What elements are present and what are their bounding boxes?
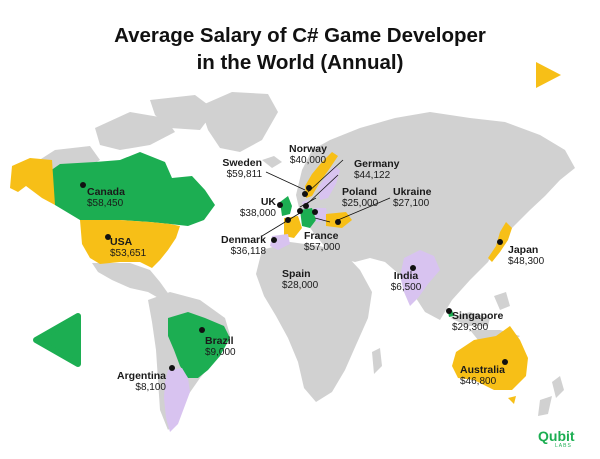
shape-alaska <box>10 158 55 205</box>
label-uk: UK $38,000 <box>239 196 276 219</box>
title-line-1: Average Salary of C# Game Developer <box>114 24 486 47</box>
label-denmark: Denmark $36,118 <box>221 234 266 257</box>
label-australia: Australia $46,800 <box>460 364 505 387</box>
label-germany: Germany $44,122 <box>354 158 400 181</box>
label-india: India $6,500 <box>390 270 422 293</box>
pin-ukraine <box>335 219 341 225</box>
label-norway: Norway $40,000 <box>289 143 327 166</box>
pin-spain <box>271 237 277 243</box>
pin-brazil <box>199 327 205 333</box>
shape-india <box>400 250 440 306</box>
label-ukraine: Ukraine $27,100 <box>393 186 432 209</box>
label-usa: USA $53,651 <box>110 236 147 259</box>
pin-argentina <box>169 365 175 371</box>
pin-japan <box>497 239 503 245</box>
label-poland: Poland $25,000 <box>342 186 379 209</box>
label-france: France $57,000 <box>304 230 341 253</box>
pin-norway <box>306 185 312 191</box>
shape-germany <box>300 208 316 228</box>
logo-subtext: LABS <box>555 443 572 449</box>
shape-tasmania <box>508 396 516 404</box>
title-line-2: in the World (Annual) <box>196 51 404 74</box>
pin-germany <box>303 203 309 209</box>
location-pins <box>80 182 508 371</box>
pin-denmark <box>297 208 303 214</box>
shape-canada <box>40 152 215 226</box>
shape-usa <box>80 220 180 268</box>
qubit-labs-logo: Qubit LABS <box>538 428 575 449</box>
label-argentina: Argentina $8,100 <box>116 370 166 393</box>
shape-uk <box>280 196 292 216</box>
pin-poland <box>312 209 318 215</box>
label-sweden: Sweden $59,811 <box>222 157 262 180</box>
pin-sweden <box>302 191 308 197</box>
label-japan: Japan $48,300 <box>508 244 545 267</box>
pin-france <box>285 217 291 223</box>
pin-australia <box>502 359 508 365</box>
pin-usa <box>105 234 111 240</box>
label-canada: Canada $58,450 <box>87 186 125 209</box>
pin-singapore <box>446 308 452 314</box>
label-spain: Spain $28,000 <box>282 268 319 291</box>
shape-australia <box>452 326 528 390</box>
leader-lines <box>261 159 391 237</box>
pin-india <box>410 265 416 271</box>
logo-text: Qubit <box>538 428 575 444</box>
shape-brazil <box>168 312 230 378</box>
shape-norway <box>305 152 338 198</box>
decorative-triangle-yellow <box>536 62 561 88</box>
pin-uk <box>277 202 283 208</box>
decorative-triangle-green <box>33 313 81 367</box>
map-title: Average Salary of C# Game Developer in t… <box>0 22 600 76</box>
label-singapore: Singapore $29,300 <box>452 310 504 333</box>
pin-canada <box>80 182 86 188</box>
country-shapes <box>10 152 528 432</box>
shape-argentina <box>164 368 190 432</box>
label-brazil: Brazil $9,000 <box>205 335 236 358</box>
